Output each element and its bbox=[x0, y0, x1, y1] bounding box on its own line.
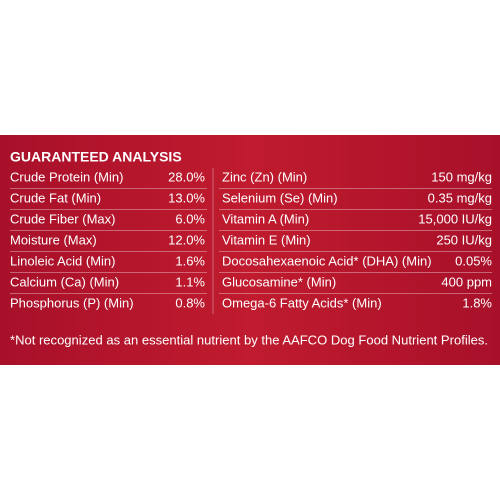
nutrient-label: Vitamin E (Min) bbox=[222, 232, 311, 247]
nutrient-value: 28.0% bbox=[168, 169, 205, 184]
nutrient-value: 6.0% bbox=[175, 211, 205, 226]
nutrient-label: Zinc (Zn) (Min) bbox=[222, 169, 307, 184]
nutrient-value: 0.35 mg/kg bbox=[428, 190, 492, 205]
nutrient-label: Calcium (Ca) (Min) bbox=[10, 274, 119, 289]
nutrient-value: 12.0% bbox=[168, 232, 205, 247]
nutrient-label: Moisture (Max) bbox=[10, 232, 97, 247]
nutrient-label: Crude Fiber (Max) bbox=[10, 211, 115, 226]
title: GUARANTEED ANALYSIS bbox=[10, 149, 182, 165]
nutrient-value: 0.05% bbox=[455, 253, 492, 268]
nutrient-label: Docosahexaenoic Acid* (DHA) (Min) bbox=[222, 253, 432, 268]
nutrient-value: 1.1% bbox=[175, 274, 205, 289]
nutrient-value: 13.0% bbox=[168, 190, 205, 205]
nutrient-value: 1.6% bbox=[175, 253, 205, 268]
nutrient-label: Glucosamine* (Min) bbox=[222, 274, 336, 289]
nutrient-value: 150 mg/kg bbox=[431, 169, 492, 184]
red-background bbox=[0, 135, 500, 365]
footnote: *Not recognized as an essential nutrient… bbox=[10, 332, 488, 347]
nutrient-value: 250 IU/kg bbox=[436, 232, 492, 247]
nutrient-value: 400 ppm bbox=[441, 274, 492, 289]
nutrient-label: Selenium (Se) (Min) bbox=[222, 190, 338, 205]
nutrient-value: 15,000 IU/kg bbox=[418, 211, 492, 226]
nutrient-label: Vitamin A (Min) bbox=[222, 211, 309, 226]
nutrient-value: 0.8% bbox=[175, 295, 205, 310]
nutrient-label: Linoleic Acid (Min) bbox=[10, 253, 116, 268]
nutrient-label: Crude Protein (Min) bbox=[10, 169, 123, 184]
nutrient-label: Omega-6 Fatty Acids* (Min) bbox=[222, 295, 382, 310]
nutrient-label: Crude Fat (Min) bbox=[10, 190, 101, 205]
nutrient-value: 1.8% bbox=[462, 295, 492, 310]
nutrient-label: Phosphorus (P) (Min) bbox=[10, 295, 134, 310]
